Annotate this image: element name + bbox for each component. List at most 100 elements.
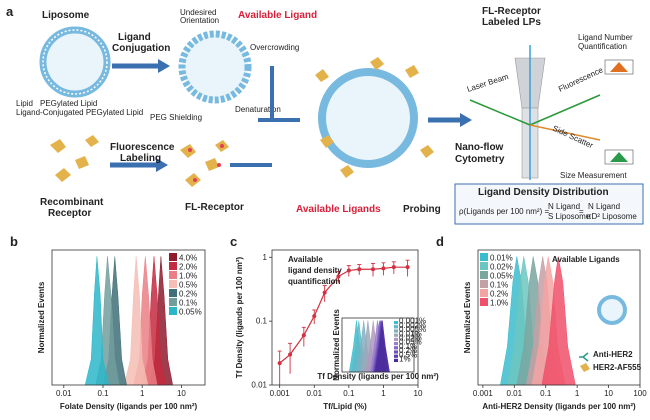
legend-label: 1% <box>399 355 411 364</box>
point <box>322 290 327 295</box>
formula: = <box>579 207 584 216</box>
legend-label: 2.0% <box>179 263 197 272</box>
label: Labeling <box>120 153 161 164</box>
legend-swatch <box>394 350 398 354</box>
legend-label: 1.0% <box>179 272 197 281</box>
legend-swatch <box>169 289 177 297</box>
point <box>371 267 376 272</box>
legend-text: Ligand-Conjugated PEGylated Lipid <box>16 108 143 117</box>
legend-label: 0.1% <box>490 281 508 290</box>
label: Cytometry <box>455 154 505 165</box>
label: Probing <box>403 204 441 215</box>
legend-swatch <box>394 346 398 350</box>
legend-label: 0.05% <box>399 338 422 347</box>
y-tick-label: 0.01 <box>251 381 267 390</box>
panel-label: b <box>10 234 18 249</box>
legend-swatch <box>394 329 398 333</box>
icon-receptor <box>580 363 590 372</box>
x-axis-label: Tf Density (ligands per 100 nm²) <box>317 372 439 381</box>
y-tick-label: 1 <box>263 253 268 262</box>
icon-antibody <box>579 352 589 362</box>
legend-swatch <box>169 307 177 315</box>
arrow-head <box>460 113 472 127</box>
legend-swatch <box>480 271 488 279</box>
label: Receptor <box>48 208 91 219</box>
distribution <box>84 256 110 386</box>
x-tick-label: 10 <box>414 389 423 398</box>
point <box>277 361 282 366</box>
label: FL-Receptor <box>185 202 244 213</box>
legend-swatch <box>169 262 177 270</box>
annotation: quantification <box>288 277 341 286</box>
legend-label: 0.2% <box>399 346 417 355</box>
legend-label: 0.02% <box>490 263 513 272</box>
x-tick-label: 1 <box>140 389 145 398</box>
formula: N Ligand <box>588 202 620 211</box>
legend-label: 0.5% <box>179 281 197 290</box>
distribution <box>541 256 576 386</box>
point <box>391 265 396 270</box>
label: Ligand <box>118 32 151 43</box>
formula: S Liposome <box>548 212 591 221</box>
annotation: Anti-HER2 <box>593 350 633 359</box>
error-bar <box>277 350 282 385</box>
legend-label: 0.05% <box>490 272 513 281</box>
point <box>357 267 362 272</box>
x-tick-label: 0.001 <box>473 389 494 398</box>
x-axis-label: Anti-HER2 Density (ligands per 100 nm²) <box>482 402 636 411</box>
mini-plot <box>604 149 634 165</box>
axes-frame <box>51 249 206 386</box>
legend-swatch <box>169 271 177 279</box>
mini-peak <box>610 62 628 72</box>
axes-frame <box>341 317 415 373</box>
label: Ligand Number <box>578 33 633 42</box>
legend-label: 4.0% <box>179 254 197 263</box>
annotation: ligand density <box>288 266 342 275</box>
label: Available Ligands <box>296 204 381 215</box>
x-tick-label: 0.01 <box>306 389 322 398</box>
label: Orientation <box>180 16 219 25</box>
annotation: Available Ligands <box>552 255 620 264</box>
liposome <box>178 30 252 104</box>
legend-swatch <box>394 342 398 346</box>
legend-label: 0.002% <box>399 321 426 330</box>
legend-label: 0.2% <box>179 290 197 299</box>
schematic: a Liposome Lipid PEGylated Lipid Ligand-… <box>6 4 644 225</box>
legend-swatch <box>394 321 398 325</box>
legend-swatch <box>169 298 177 306</box>
x-tick-label: 0.1 <box>343 389 355 398</box>
x-tick-label: 0.001 <box>270 389 291 398</box>
panel-label: d <box>436 234 444 249</box>
point <box>336 274 341 279</box>
legend-swatch <box>394 337 398 341</box>
point <box>381 266 386 271</box>
point <box>346 268 351 273</box>
label: PEG Shielding <box>150 113 202 122</box>
scatter-beam <box>529 124 601 141</box>
legend-swatch <box>480 253 488 261</box>
dyes <box>188 144 224 182</box>
annotation: Available <box>288 255 323 264</box>
legend-swatch <box>169 253 177 261</box>
legend-label: 0.02% <box>399 334 422 343</box>
label: Overcrowding <box>250 43 299 52</box>
y-axis-label: Normalized Events <box>332 309 341 381</box>
y-axis-label: Normalized Events <box>463 281 472 353</box>
legend-label: 0.001% <box>399 317 426 326</box>
formula-box <box>454 183 644 225</box>
legend-swatch <box>480 289 488 297</box>
annotation: HER2-AF555 <box>593 363 642 372</box>
mini-peak <box>610 152 628 162</box>
legend-swatch <box>169 280 177 288</box>
legend-label: 0.01% <box>490 254 513 263</box>
x-axis-label: Folate Density (ligands per 100 nm²) <box>60 402 198 411</box>
legend-swatch <box>394 358 398 362</box>
label: Denaturation <box>235 105 281 114</box>
icon-liposome <box>597 295 627 325</box>
panel-label: c <box>230 234 237 249</box>
mini-plot <box>604 59 634 75</box>
x-tick-label: 1 <box>381 389 386 398</box>
legend-text: PEGylated Lipid <box>40 99 97 108</box>
membrane <box>42 29 108 95</box>
y-axis-label: Normalized Events <box>37 281 46 353</box>
